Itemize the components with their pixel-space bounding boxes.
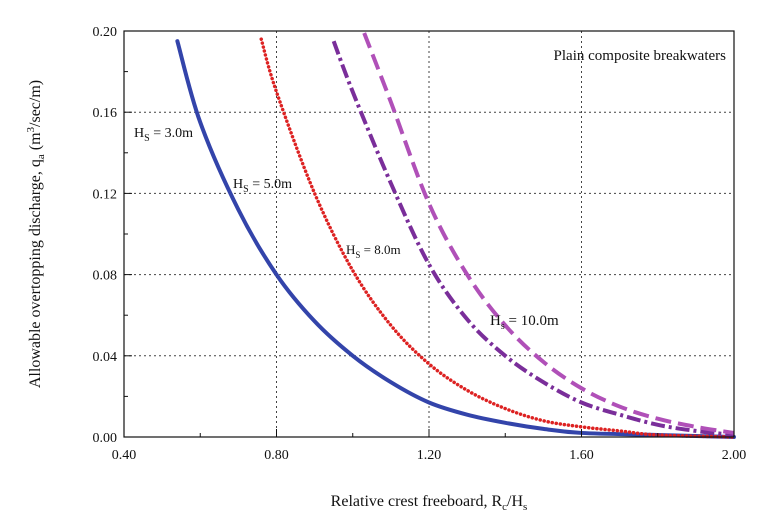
y-tick-label: 0.04 [93,350,118,365]
y-tick-label: 0.08 [93,269,118,284]
y-tick-label: 0.20 [93,25,118,40]
x-tick-label: 0.40 [112,448,137,463]
series-line-3 [331,40,735,437]
y-axis-label: Allowable overtopping discharge, qa (m3/… [25,80,47,388]
x-axis-label: Relative crest freeboard, Rc/Hs [331,493,528,513]
grid-lines [124,31,734,437]
series-label-hs5: HS = 5.0m [233,177,292,195]
y-tick-label: 0.16 [93,106,118,121]
x-tick-label: 1.20 [417,448,442,463]
axis-ticks: 0.40 0.80 1.20 1.60 2.00 0.00 0.04 0.08 0.12 0.16… [93,25,747,463]
series-line-1 [175,39,736,439]
series-line-4 [362,32,735,435]
y-tick-label: 0.12 [93,187,118,202]
series-line-2 [259,37,736,439]
series-lines [175,32,736,439]
x-tick-label: 1.60 [569,448,594,463]
series-label-hs8: HS = 8.0m [346,242,401,260]
series-label-hs10: Hs = 10.0m [490,313,559,332]
plot-annotation: Plain composite breakwaters [554,48,727,64]
series-label-hs3: HS = 3.0m [134,126,193,144]
x-tick-label: 2.00 [722,448,747,463]
y-tick-label: 0.00 [93,431,118,446]
x-tick-label: 0.80 [264,448,289,463]
